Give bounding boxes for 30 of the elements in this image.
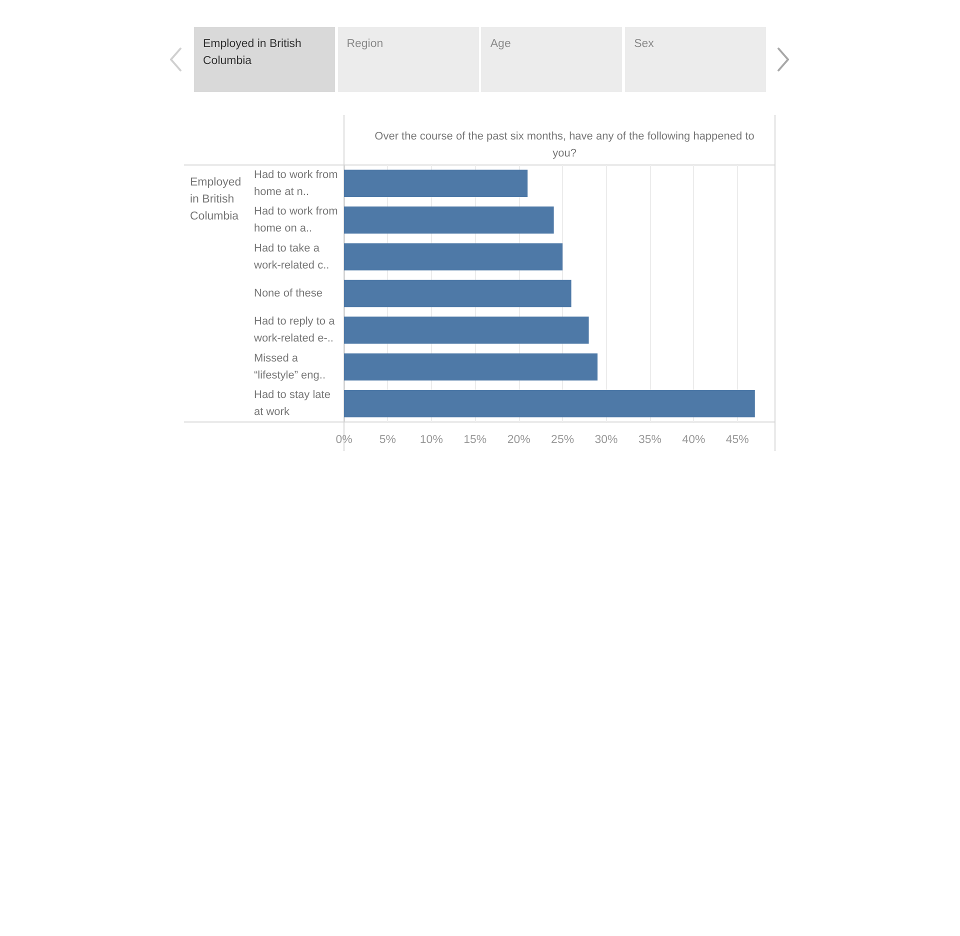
x-tick-label: 30% bbox=[594, 434, 618, 446]
y-axis-title: Employed in British Columbia bbox=[190, 176, 242, 222]
x-tick-label: 10% bbox=[420, 434, 443, 446]
tab: Sex bbox=[625, 27, 766, 92]
y-tick-label: Missed a “lifestyle” eng.. bbox=[254, 352, 326, 382]
x-tick-label: 15% bbox=[464, 434, 487, 446]
y-tick-label: Had to work from home on a.. bbox=[254, 206, 338, 235]
bar bbox=[344, 206, 554, 234]
y-tick-label: Had to work from home at n.. bbox=[254, 168, 338, 198]
tab: Region bbox=[338, 27, 479, 92]
bar bbox=[344, 390, 755, 418]
y-tick-label: Had to take a work-related c.. bbox=[253, 242, 330, 272]
y-tick-label: None of these bbox=[254, 288, 322, 300]
x-tick-label: 35% bbox=[638, 434, 662, 446]
tab: Age bbox=[481, 27, 622, 92]
tab: Employed in British Columbia bbox=[194, 27, 335, 92]
bar bbox=[344, 170, 528, 197]
bar bbox=[344, 353, 598, 381]
x-tick-label: 20% bbox=[507, 434, 530, 446]
x-tick-label: 5% bbox=[379, 434, 396, 446]
bar bbox=[344, 316, 589, 344]
bar bbox=[344, 243, 563, 270]
x-tick-label: 40% bbox=[682, 434, 706, 446]
y-tick-label: Had to reply to a work-related e-.. bbox=[253, 316, 336, 345]
x-tick-label: 0% bbox=[336, 434, 352, 446]
y-tick-label: Had to stay late at work bbox=[254, 389, 330, 418]
bar bbox=[344, 280, 572, 308]
x-tick-label: 25% bbox=[551, 434, 574, 446]
chart-title: Over the course of the past six months, have any of the following happened to you? bbox=[374, 130, 754, 160]
x-tick-label: 45% bbox=[726, 434, 749, 446]
